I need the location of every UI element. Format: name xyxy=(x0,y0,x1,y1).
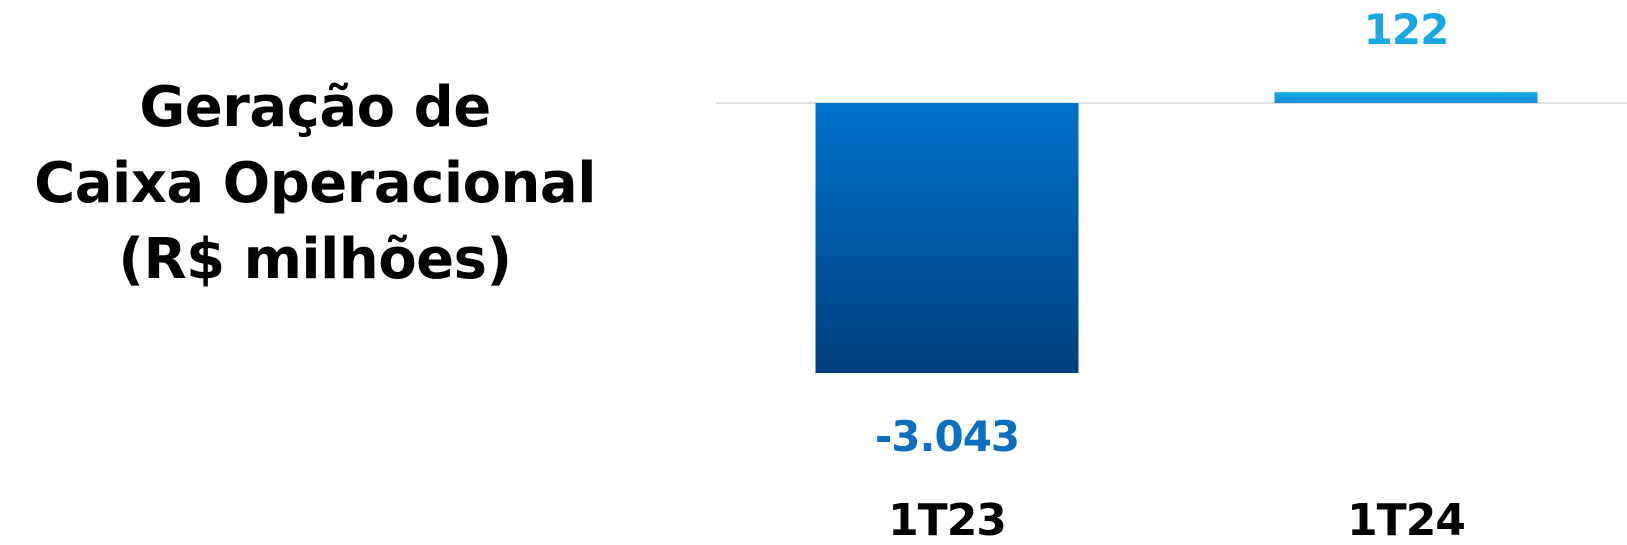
chart-title-line-1: Geração de xyxy=(139,75,491,140)
category-label-1t24: 1T24 xyxy=(1347,495,1465,545)
chart-title: Geração de Caixa Operacional (R$ milhões… xyxy=(0,70,630,298)
chart-title-line-3: (R$ milhões) xyxy=(118,227,512,292)
chart-title-line-2: Caixa Operacional xyxy=(34,151,596,216)
value-label-1t24: 122 xyxy=(1364,5,1449,54)
category-label-1t23: 1T23 xyxy=(888,495,1006,545)
bar-1t23 xyxy=(815,103,1079,373)
bar-1t24 xyxy=(1274,92,1538,103)
value-label-1t23: -3.043 xyxy=(875,412,1019,461)
